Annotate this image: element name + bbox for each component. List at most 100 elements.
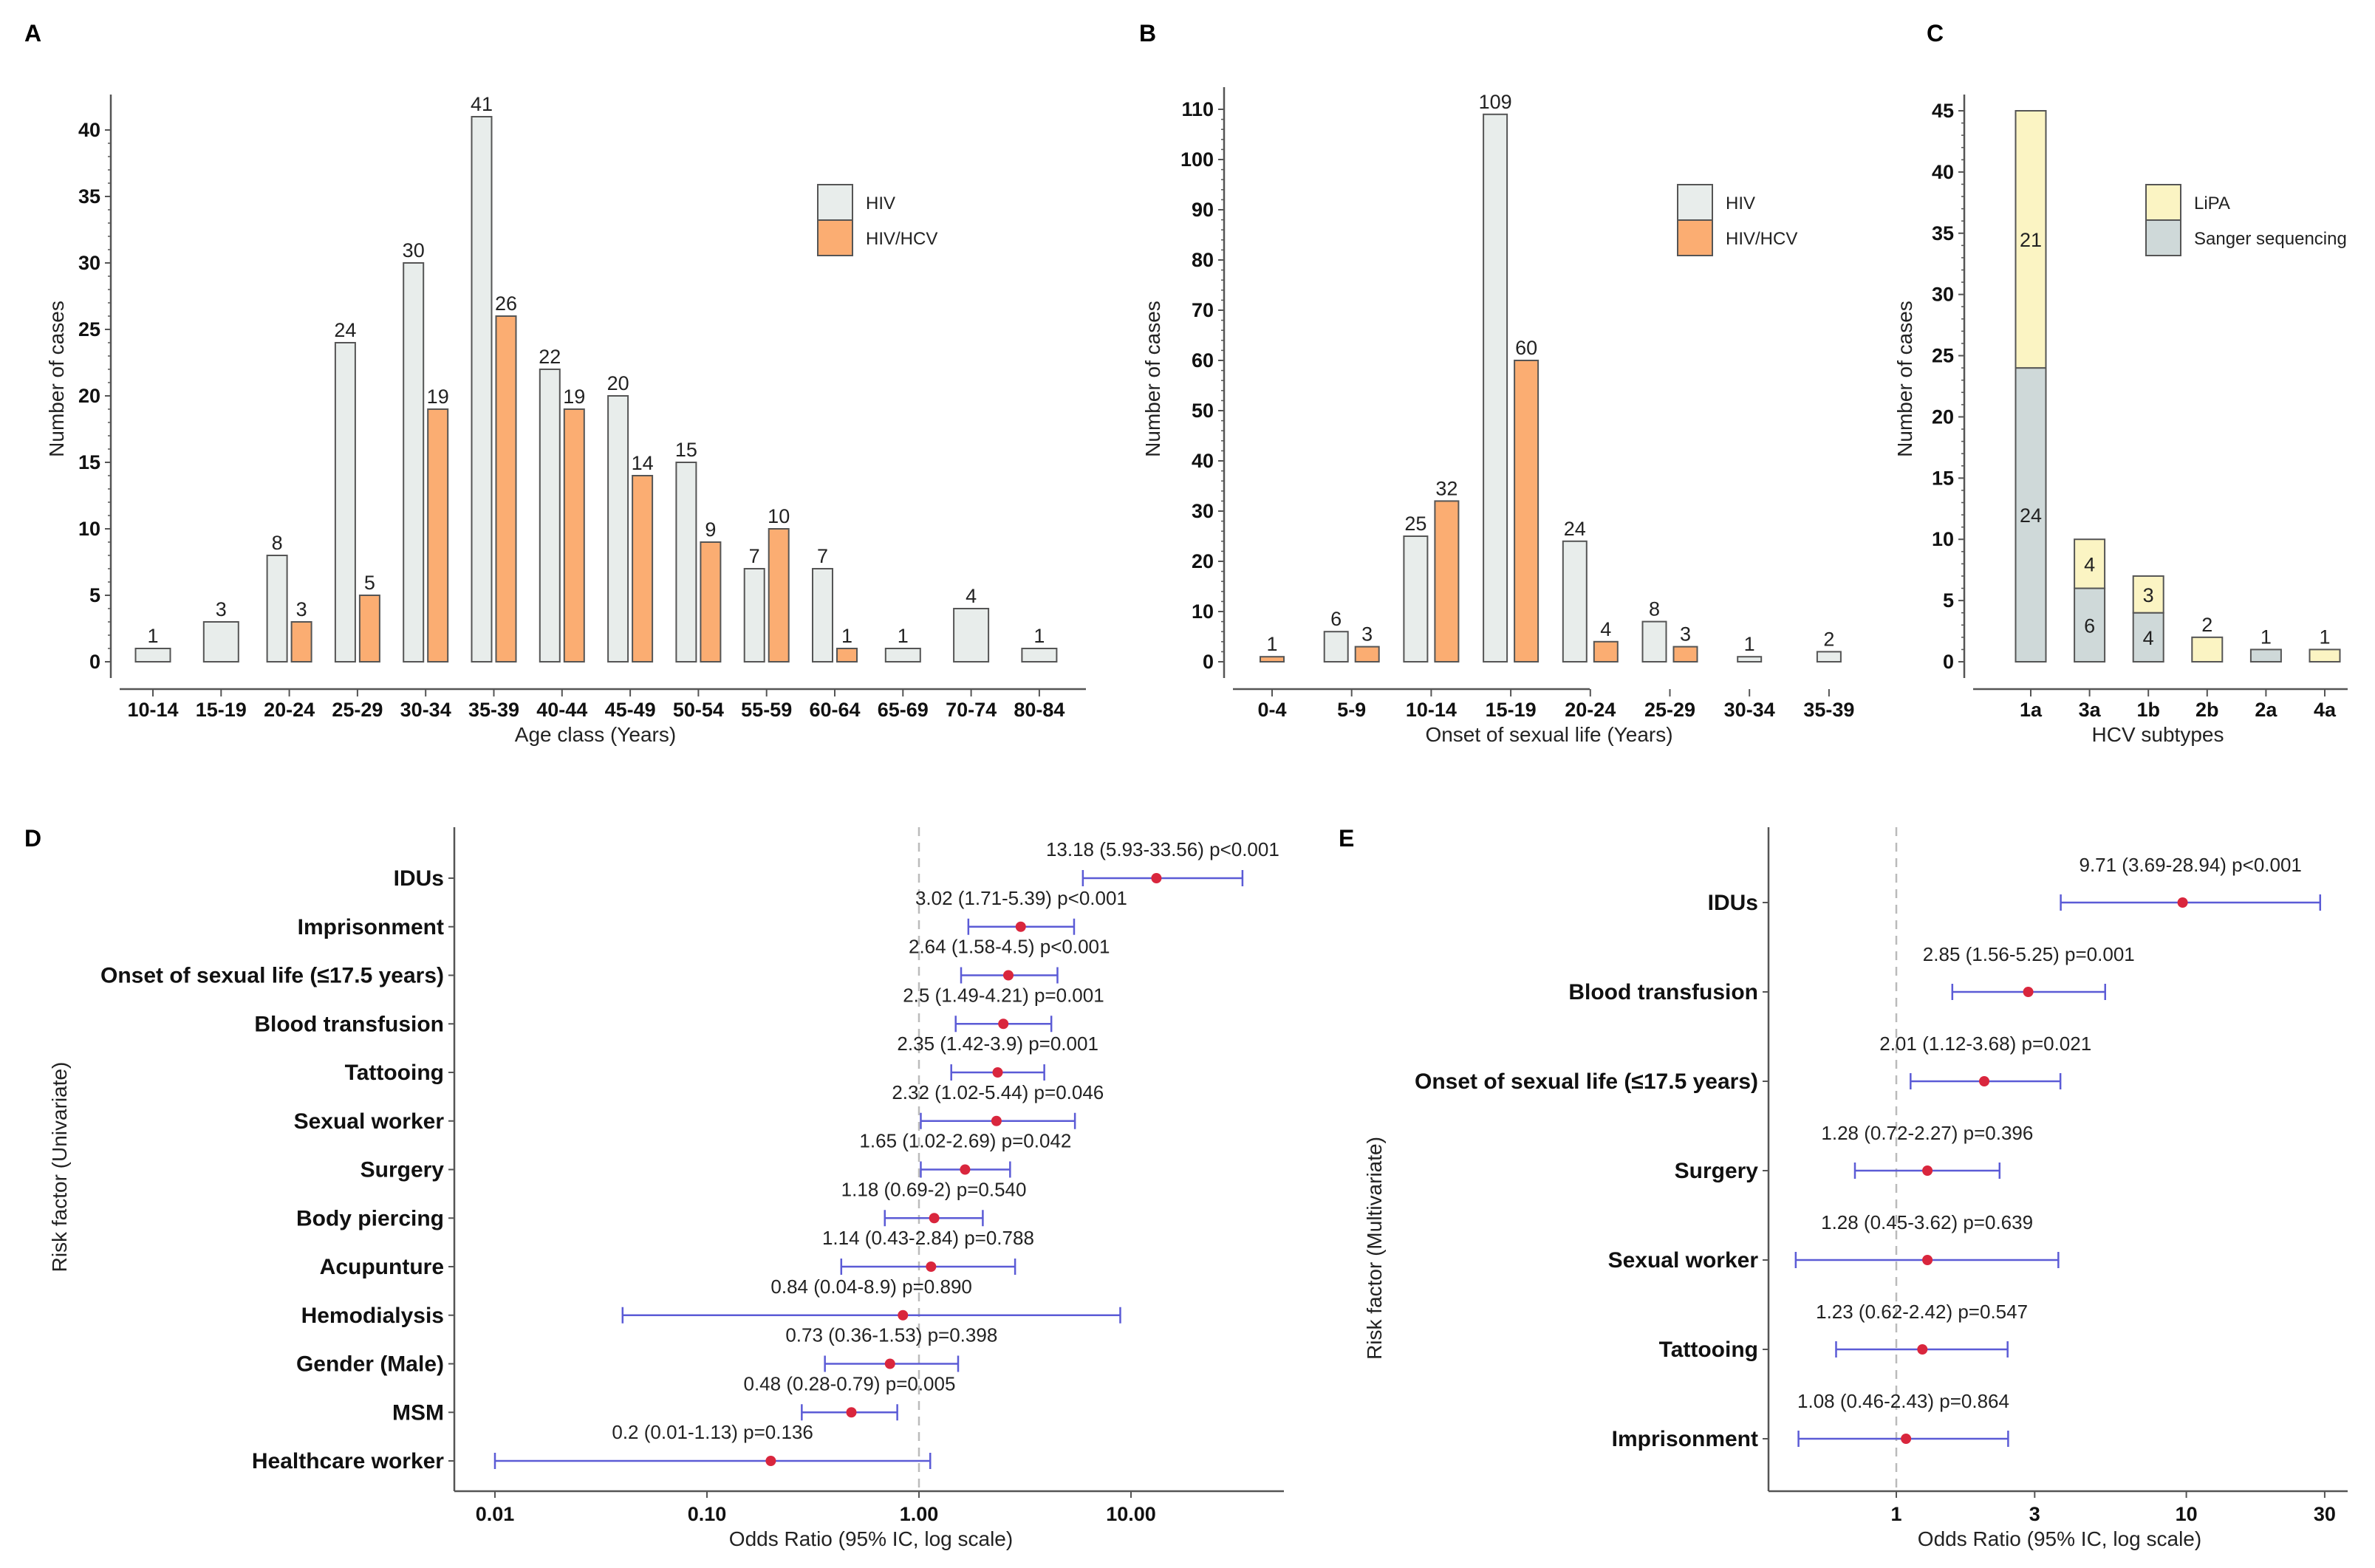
legend-label: HIV	[866, 194, 895, 213]
x-axis-title: Odds Ratio (95% IC, log scale)	[1918, 1527, 2201, 1550]
odds-ratio-point	[1003, 970, 1014, 981]
forest-row: Gender (Male) 0.73 (0.36-1.53) p=0.398	[296, 1324, 997, 1377]
data-label: 41	[471, 93, 493, 115]
annotation: 1.28 (0.72-2.27) p=0.396	[1821, 1122, 2033, 1144]
y-axis-title: Number of cases	[1893, 301, 1916, 457]
x-tick-label: 25-29	[1644, 699, 1695, 721]
forest-row: Acupunture 1.14 (0.43-2.84) p=0.788	[320, 1227, 1034, 1279]
row-label: Blood transfusion	[1568, 980, 1758, 1004]
forest-row: Blood transfusion 2.85 (1.56-5.25) p=0.00…	[1568, 943, 2134, 1004]
y-tick-label: 20	[1932, 405, 1954, 428]
row-label: Tattooing	[345, 1061, 444, 1085]
bar-hiv	[539, 369, 561, 663]
row-label: Tattooing	[1659, 1338, 1758, 1362]
y-tick-label: 60	[1192, 349, 1214, 372]
row-label: Surgery	[360, 1158, 445, 1182]
legend: HIV HIV/HCV	[817, 184, 937, 256]
data-label: 4	[1600, 618, 1611, 640]
data-label: 9	[705, 518, 716, 541]
bar-hiv-hcv	[1354, 646, 1380, 663]
bar-hiv-hcv	[1260, 656, 1285, 663]
bar-hiv	[471, 116, 493, 663]
data-label: 24	[2020, 504, 2042, 527]
bar-sanger	[2074, 587, 2106, 663]
y-axis-title: Number of cases	[1141, 301, 1164, 457]
annotation: 0.84 (0.04-8.9) p=0.890	[770, 1276, 971, 1298]
panel-e: E 1 3 10 30 Odds Ratio (95% IC, log scale) Ris…	[1339, 825, 2348, 1550]
row-label: Acupunture	[320, 1255, 444, 1279]
y-tick-label: 10	[78, 518, 100, 540]
y-tick-label: 0	[1203, 651, 1214, 673]
bar-hiv-hcv	[632, 475, 654, 663]
data-label: 109	[1479, 91, 1512, 113]
data-label: 32	[1435, 477, 1458, 499]
data-label: 3	[216, 598, 227, 620]
legend-swatch	[817, 184, 853, 221]
data-label: 3	[1680, 623, 1691, 646]
y-axis-title: Number of cases	[45, 301, 68, 457]
panel-d: D 0.01 0.10 1.00 10.00 Odds Ratio (95% IC, lo…	[24, 825, 1284, 1550]
bar-hiv-hcv	[427, 408, 449, 663]
annotation: 9.71 (3.69-28.94) p<0.001	[2079, 854, 2301, 876]
annotation: 2.5 (1.49-4.21) p=0.001	[903, 984, 1104, 1006]
bar-lipa	[2132, 575, 2164, 614]
bar-hiv-hcv	[495, 315, 517, 663]
forest-row: IDUs 13.18 (5.93-33.56) p<0.001	[394, 838, 1279, 891]
x-tick-label: 25-29	[332, 699, 383, 721]
x-tick-label: 70-74	[946, 699, 997, 721]
forest-row: Healthcare worker 0.2 (0.01-1.13) p=0.136	[252, 1421, 932, 1473]
data-label: 19	[427, 386, 449, 408]
legend-label: HIV/HCV	[866, 229, 937, 249]
legend-label: LiPA	[2194, 194, 2230, 213]
row-label: Onset of sexual life (≤17.5 years)	[1415, 1069, 1758, 1094]
y-tick-label: 45	[1932, 100, 1954, 122]
data-label: 6	[2084, 614, 2095, 637]
row-label: Blood transfusion	[254, 1012, 444, 1036]
legend-swatch	[1677, 184, 1713, 221]
data-label: 3	[1361, 623, 1373, 646]
bar-hiv	[675, 462, 697, 663]
y-tick-label: 70	[1192, 299, 1214, 321]
row-label: Surgery	[1675, 1159, 1759, 1183]
row-label: Hemodialysis	[301, 1304, 444, 1328]
y-tick-label: 40	[1932, 161, 1954, 183]
data-label: 25	[1404, 513, 1426, 535]
data-label: 1	[841, 625, 852, 647]
x-tick-label: 10-14	[127, 699, 178, 721]
data-label: 1	[147, 625, 158, 647]
row-label: Body piercing	[296, 1206, 444, 1230]
row-label: Gender (Male)	[296, 1352, 444, 1377]
bar-hiv-hcv	[358, 595, 380, 663]
x-tick-label: 1b	[2136, 699, 2160, 721]
x-tick-label: 30	[2314, 1503, 2336, 1525]
y-tick-label: 35	[78, 185, 100, 208]
y-tick-label: 5	[89, 584, 100, 606]
data-label: 1	[1266, 633, 1277, 655]
bar-hiv	[1323, 631, 1349, 663]
x-tick-label: 40-44	[536, 699, 587, 721]
x-tick-label: 20-24	[264, 699, 315, 721]
y-tick-label: 100	[1180, 148, 1214, 171]
odds-ratio-point	[926, 1261, 937, 1272]
data-label: 24	[1564, 518, 1586, 540]
legend: HIV HIV/HCV	[1677, 184, 1797, 256]
data-label: 1	[2260, 626, 2272, 648]
bar-hiv	[334, 342, 356, 663]
annotation: 0.48 (0.28-0.79) p=0.005	[744, 1372, 956, 1394]
x-tick-label: 1	[1890, 1503, 1901, 1525]
panel-label: D	[24, 825, 41, 852]
x-tick-label: 1.00	[900, 1503, 939, 1525]
bar-hiv	[953, 608, 990, 663]
y-axis-title: Risk factor (Univariate)	[48, 1062, 71, 1273]
bar-hiv	[1562, 540, 1588, 663]
row-label: Imprisonment	[1612, 1427, 1758, 1451]
y-tick-label: 40	[1192, 450, 1214, 472]
y-tick-label: 20	[78, 385, 100, 407]
row-label: Imprisonment	[298, 915, 444, 939]
x-tick-label: 2b	[2195, 699, 2219, 721]
x-tick-label: 20-24	[1565, 699, 1616, 721]
bar-hiv	[607, 395, 629, 663]
odds-ratio-point	[960, 1164, 971, 1175]
annotation: 2.64 (1.58-4.5) p<0.001	[909, 936, 1110, 958]
